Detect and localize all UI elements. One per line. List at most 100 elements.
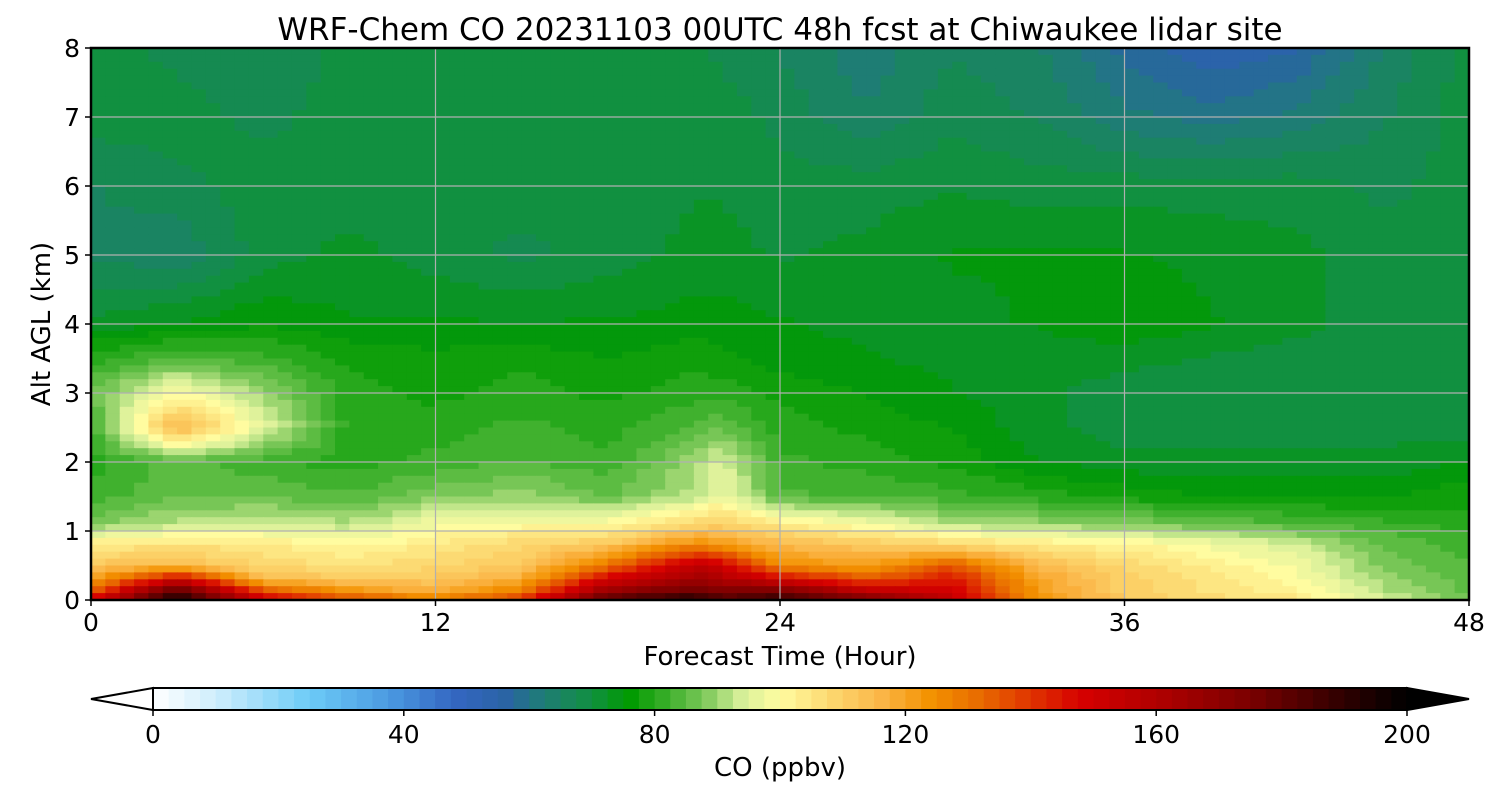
heatmap-cell: [550, 351, 566, 360]
heatmap-cell: [593, 365, 609, 373]
heatmap-cell: [449, 61, 465, 70]
heatmap-cell: [1253, 261, 1269, 270]
heatmap-cell: [478, 123, 494, 132]
heatmap-cell: [823, 296, 839, 304]
heatmap-cell: [1153, 365, 1169, 373]
heatmap-cell: [1067, 54, 1083, 63]
heatmap-cell: [1411, 220, 1427, 229]
heatmap-cell: [1454, 82, 1469, 91]
heatmap-cell: [894, 317, 910, 325]
heatmap-cell: [1368, 365, 1384, 373]
heatmap-cell: [808, 213, 824, 222]
heatmap-cell: [1239, 241, 1255, 249]
heatmap-cell: [119, 324, 135, 332]
heatmap-cell: [808, 241, 824, 249]
heatmap-cell: [622, 337, 638, 346]
heatmap-cell: [162, 261, 178, 270]
heatmap-cell: [105, 103, 121, 111]
heatmap-cell: [449, 172, 465, 180]
heatmap-cell: [435, 137, 451, 146]
heatmap-cell: [995, 158, 1011, 166]
heatmap-cell: [1311, 165, 1327, 173]
heatmap-cell: [1325, 82, 1341, 91]
heatmap-cell: [679, 130, 695, 139]
heatmap-cell: [392, 393, 408, 401]
heatmap-cell: [650, 61, 666, 70]
heatmap-cell: [1052, 117, 1068, 125]
heatmap-cell: [521, 344, 537, 353]
heatmap-cell: [134, 186, 150, 194]
heatmap-cell: [952, 248, 968, 256]
heatmap-cell: [535, 54, 552, 63]
heatmap-cell: [708, 96, 724, 104]
heatmap-cell: [794, 123, 810, 132]
heatmap-cell: [1095, 158, 1111, 166]
heatmap-cell: [880, 54, 896, 63]
heatmap-cell: [535, 255, 552, 263]
heatmap-cell: [1282, 48, 1298, 56]
heatmap-cell: [291, 117, 308, 125]
heatmap-cell: [1024, 144, 1040, 153]
heatmap-cell: [1052, 172, 1068, 180]
heatmap-cell: [593, 48, 609, 56]
heatmap-cell: [1009, 103, 1025, 111]
heatmap-cell: [464, 192, 480, 201]
heatmap-cell: [1095, 117, 1111, 125]
heatmap-cell: [851, 282, 867, 291]
heatmap-cell: [679, 296, 695, 304]
heatmap-cell: [1095, 386, 1111, 394]
heatmap-cell: [837, 103, 853, 111]
heatmap-cell: [105, 282, 121, 291]
heatmap-cell: [1153, 61, 1169, 70]
heatmap-cell: [866, 89, 882, 97]
heatmap-cell: [837, 61, 853, 70]
heatmap-cell: [650, 199, 666, 208]
heatmap-cell: [234, 158, 250, 166]
heatmap-cell: [134, 89, 150, 97]
heatmap-cell: [952, 130, 968, 139]
heatmap-cell: [435, 324, 451, 332]
heatmap-cell: [1354, 165, 1370, 173]
heatmap-cell: [1138, 213, 1154, 222]
heatmap-cell: [435, 399, 451, 408]
heatmap-cell: [1411, 248, 1427, 256]
heatmap-cell: [464, 165, 480, 173]
heatmap-cell: [1224, 261, 1241, 270]
heatmap-cell: [1024, 213, 1040, 222]
heatmap-cell: [1425, 82, 1441, 91]
heatmap-cell: [1397, 123, 1413, 132]
heatmap-cell: [1210, 241, 1226, 249]
heatmap-cell: [507, 282, 523, 291]
heatmap-cell: [1282, 358, 1298, 367]
heatmap-cell: [736, 337, 752, 346]
heatmap-cell: [449, 241, 465, 249]
heatmap-cell: [148, 227, 164, 235]
heatmap-cell: [636, 227, 652, 235]
heatmap-cell: [1196, 248, 1212, 256]
heatmap-cell: [679, 103, 695, 111]
heatmap-cell: [1210, 351, 1226, 360]
heatmap-cell: [119, 206, 135, 215]
heatmap-cell: [1425, 372, 1441, 380]
heatmap-cell: [1138, 137, 1154, 146]
heatmap-cell: [392, 303, 408, 311]
heatmap-cell: [937, 130, 953, 139]
heatmap-cell: [679, 117, 695, 125]
heatmap-cell: [1224, 61, 1241, 70]
heatmap-cell: [378, 261, 394, 270]
heatmap-cell: [263, 54, 279, 63]
heatmap-cell: [1095, 365, 1111, 373]
heatmap-cell: [923, 172, 939, 180]
heatmap-cell: [722, 172, 738, 180]
heatmap-cell: [1052, 351, 1068, 360]
heatmap-cell: [162, 289, 178, 298]
heatmap-cell: [1368, 275, 1384, 284]
heatmap-cell: [1052, 310, 1068, 318]
heatmap-cell: [234, 393, 250, 401]
heatmap-cell: [306, 172, 322, 180]
heatmap-cell: [550, 379, 566, 387]
heatmap-cell: [1253, 75, 1269, 84]
heatmap-cell: [823, 275, 839, 284]
heatmap-cell: [722, 255, 738, 263]
heatmap-cell: [980, 351, 997, 360]
